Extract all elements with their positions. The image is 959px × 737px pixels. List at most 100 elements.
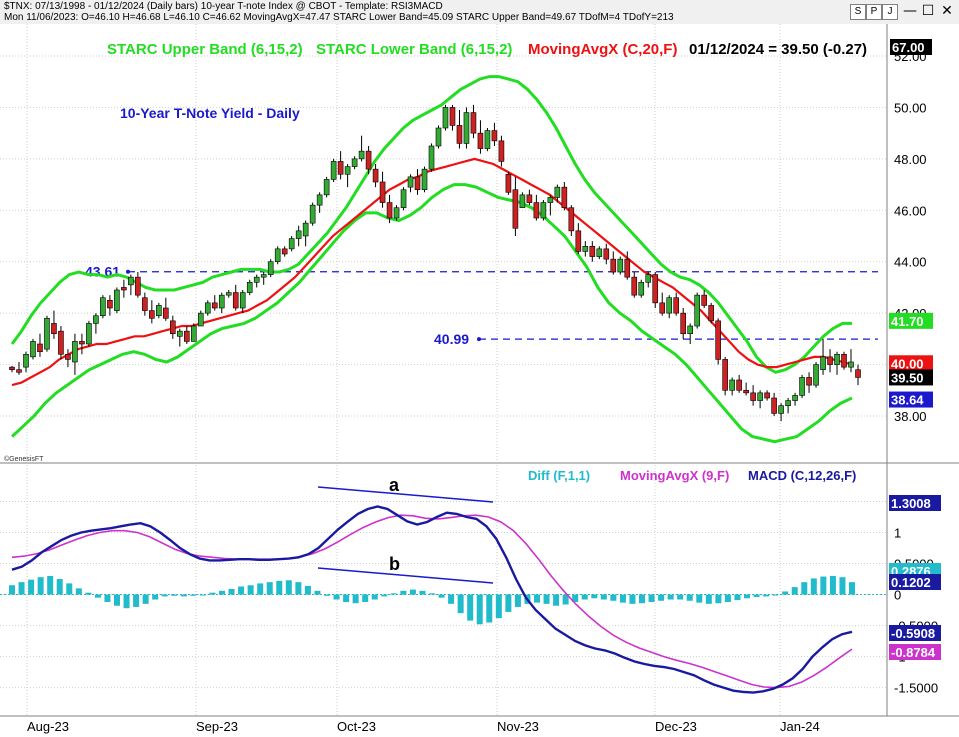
candle-body: [316, 194, 323, 206]
macd-tag-bg: [889, 644, 941, 660]
histogram-bar: [810, 578, 817, 595]
candle-body: [750, 392, 756, 401]
divergence-line-a: [317, 486, 494, 503]
candle-body: [638, 281, 645, 296]
candle-body: [841, 353, 847, 368]
candle-body: [190, 325, 197, 342]
histogram-bar: [276, 580, 283, 595]
s-button[interactable]: S: [850, 4, 866, 20]
histogram-bar: [285, 580, 292, 595]
macd-tag-bg: [889, 625, 941, 641]
histogram-bar: [199, 594, 206, 596]
candle-body: [722, 359, 728, 391]
candle-body: [491, 130, 498, 142]
histogram-bar: [238, 586, 245, 595]
candle-body: [666, 297, 673, 314]
histogram-bar: [476, 594, 483, 625]
candle-body: [694, 294, 700, 327]
corner-badge: 67.00: [892, 40, 925, 55]
histogram-bar: [390, 593, 397, 595]
candle-body: [498, 140, 505, 162]
candle-body: [149, 310, 155, 319]
histogram-bar: [744, 594, 750, 599]
candle-body: [23, 353, 29, 368]
candle-body: [561, 186, 568, 209]
candle-body: [288, 238, 295, 250]
candle-body: [107, 299, 113, 309]
candle-body: [792, 395, 798, 401]
histogram-bar: [734, 594, 741, 601]
histogram-bar: [381, 594, 388, 597]
histogram-bar: [829, 575, 836, 595]
histogram-bar: [66, 583, 73, 595]
macd-line: [11, 505, 853, 694]
minimize-icon[interactable]: —: [903, 3, 917, 19]
price-tag-bg: [889, 312, 933, 329]
candle-body: [211, 302, 218, 309]
candle-body: [177, 330, 183, 337]
histogram-bar: [658, 594, 665, 601]
level-label: 40.99: [434, 331, 469, 347]
x-tick-label: Nov-23: [497, 719, 539, 734]
level-dot: [126, 269, 130, 274]
candle-body: [239, 292, 246, 309]
candle-body: [274, 248, 281, 263]
histogram-bar: [619, 594, 626, 603]
close-icon[interactable]: ✕: [941, 3, 953, 19]
candle-body: [204, 302, 211, 314]
candle-body: [449, 107, 456, 126]
candle-body: [414, 176, 421, 191]
candle-body: [386, 202, 393, 219]
candle-body: [687, 325, 693, 335]
candle-body: [701, 294, 707, 306]
histogram-bar: [56, 579, 63, 595]
candle-body: [163, 307, 169, 319]
candle-body: [72, 341, 78, 363]
p-button[interactable]: P: [866, 4, 882, 20]
candle-body: [372, 168, 379, 183]
histogram-bar: [190, 594, 197, 596]
top-y-tick-label: 50.00: [894, 100, 927, 115]
candle-body: [156, 305, 162, 317]
macd-tag: 0.1202: [891, 575, 931, 590]
candle-body: [218, 294, 225, 309]
candle-body: [477, 132, 484, 149]
histogram-bar: [553, 594, 560, 606]
window-titlebar: $TNX: 07/13/1998 - 01/12/2024 (Daily bar…: [0, 0, 959, 25]
candle-body: [470, 112, 477, 134]
candle-body: [848, 361, 854, 368]
legend-signal: MovingAvgX (9,F): [620, 468, 729, 483]
candle-body: [547, 197, 554, 203]
histogram-bar: [581, 594, 588, 600]
candle-body: [260, 274, 267, 278]
bar-info-line: Mon 11/06/2023: O=46.10 H=46.68 L=46.10 …: [4, 12, 674, 23]
candle-body: [596, 248, 603, 257]
x-tick-label: Jan-24: [780, 719, 820, 734]
histogram-bar: [171, 594, 178, 596]
histogram-bar: [686, 594, 693, 601]
candle-body: [358, 150, 365, 160]
candle-body: [400, 189, 407, 209]
histogram-bar: [304, 585, 311, 595]
histogram-bar: [371, 594, 378, 600]
histogram-bar: [486, 594, 493, 623]
candle-body: [351, 158, 358, 167]
x-tick-label: Oct-23: [337, 719, 376, 734]
histogram-bar: [352, 594, 359, 604]
candle-body: [267, 261, 274, 275]
candle-body: [281, 248, 288, 255]
candle-body: [337, 161, 344, 175]
histogram-bar: [18, 582, 25, 595]
candle-body: [645, 274, 652, 283]
j-button[interactable]: J: [882, 4, 898, 20]
legend-diff: Diff (F,1,1): [528, 468, 590, 483]
candle-body: [183, 330, 190, 342]
histogram-bar: [362, 594, 369, 602]
histogram-bar: [266, 582, 273, 595]
candle-body: [610, 258, 617, 273]
candle-body: [225, 292, 232, 296]
candle-body: [505, 173, 512, 193]
maximize-icon[interactable]: ☐: [921, 3, 935, 19]
candle-body: [128, 276, 134, 286]
histogram-bar: [333, 594, 340, 600]
